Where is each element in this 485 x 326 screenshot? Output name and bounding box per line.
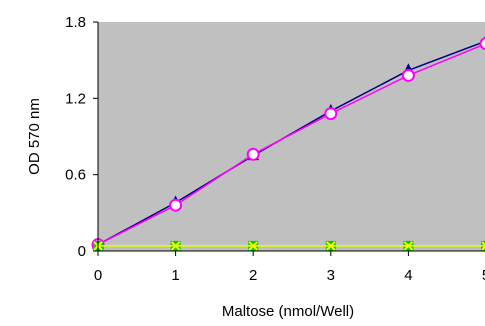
x-tick-label: 1 (171, 267, 179, 284)
x-tick-label: 0 (94, 267, 102, 284)
data-point (170, 241, 181, 251)
data-point (326, 241, 336, 251)
series-3 (93, 241, 485, 251)
data-point (246, 147, 260, 161)
data-point (479, 37, 485, 51)
y-axis: 0 0.6 1.2 1.8 (65, 14, 99, 260)
y-axis-title: OD 570 nm (26, 98, 43, 175)
y-tick-label: 1.8 (65, 14, 86, 31)
data-point (401, 68, 415, 82)
x-tick-label: 5 (482, 267, 485, 284)
data-point (481, 241, 485, 251)
x-tick-label: 3 (327, 267, 335, 284)
data-point (324, 107, 338, 121)
y-tick-label: 0 (78, 243, 86, 260)
data-point (169, 198, 183, 212)
x-axis: 0 1 2 3 4 5 (94, 250, 485, 284)
x-axis-title: Maltose (nmol/Well) (222, 303, 354, 320)
y-tick-label: 0.6 (65, 167, 86, 184)
x-tick-label: 2 (249, 267, 257, 284)
plot-area (98, 22, 485, 251)
x-tick-label: 4 (404, 267, 412, 284)
series-1-line (97, 43, 485, 246)
data-point (403, 241, 414, 251)
y-tick-label: 1.2 (65, 90, 86, 107)
data-point (248, 241, 258, 251)
